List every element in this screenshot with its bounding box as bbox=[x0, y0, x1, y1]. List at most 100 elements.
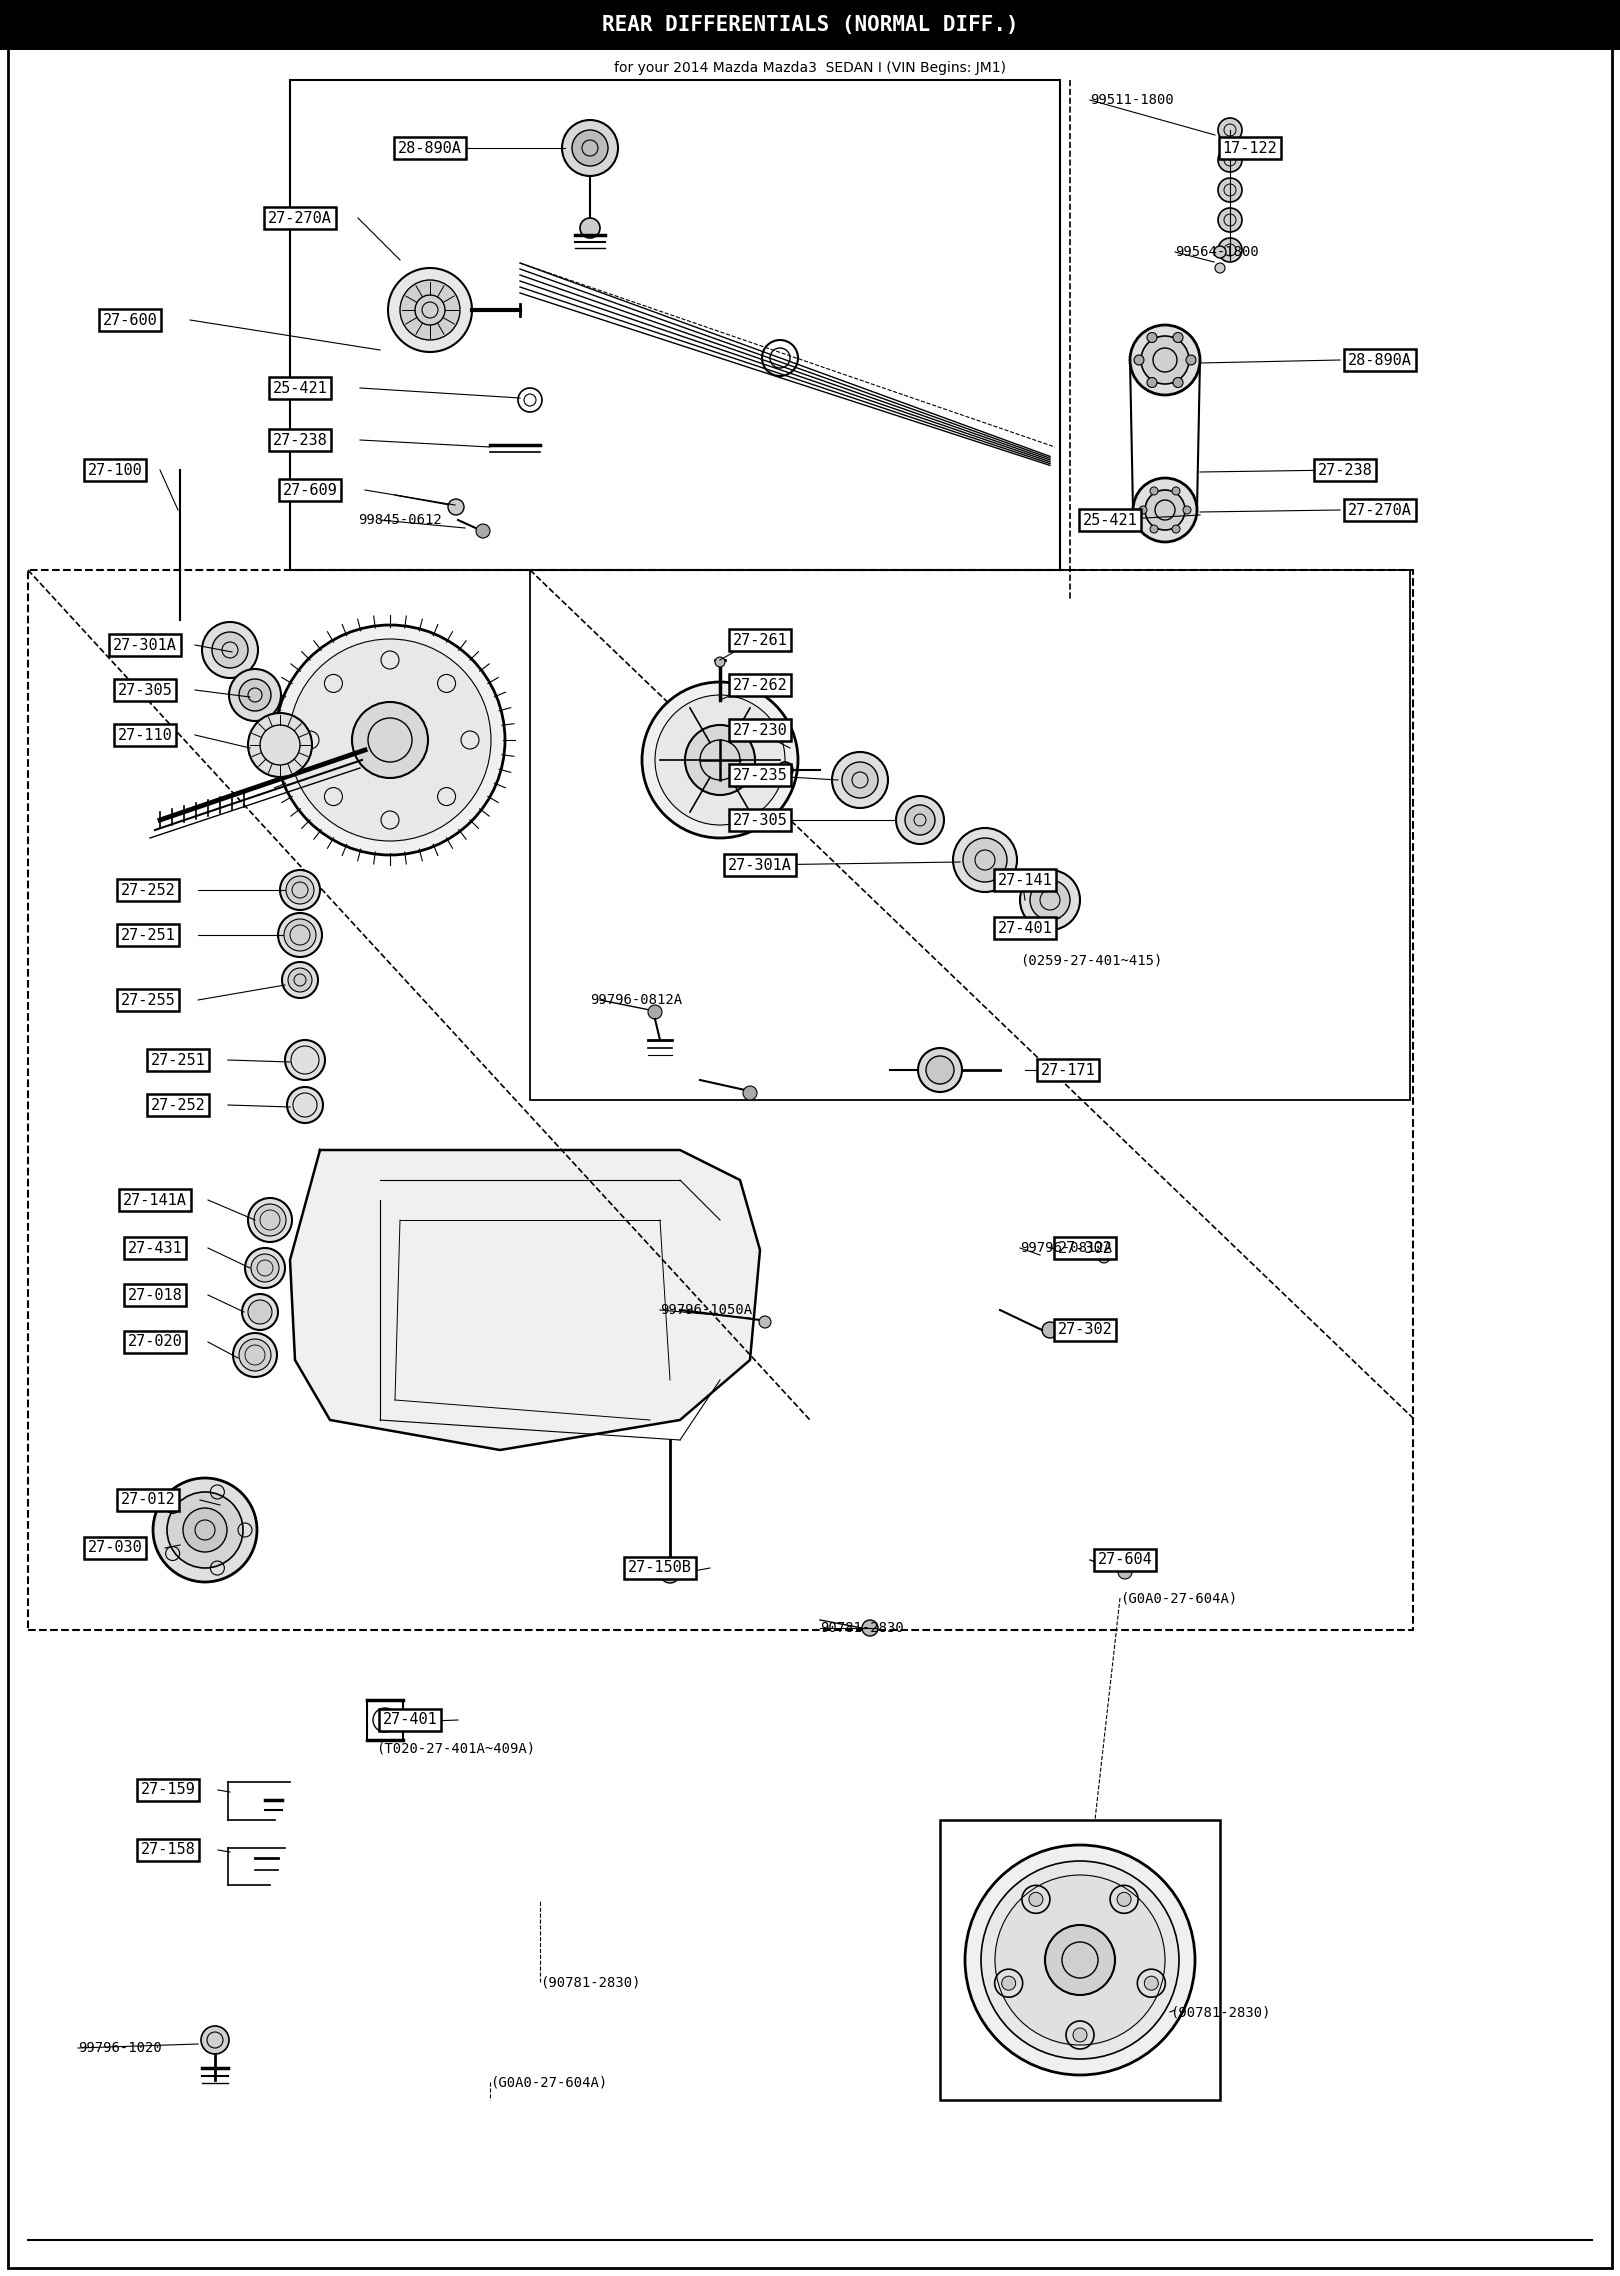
Circle shape bbox=[1147, 332, 1157, 341]
Circle shape bbox=[1150, 526, 1158, 533]
Circle shape bbox=[1213, 246, 1226, 257]
Circle shape bbox=[580, 218, 599, 239]
Circle shape bbox=[1139, 505, 1147, 514]
Text: 27-150B: 27-150B bbox=[629, 1561, 692, 1575]
Circle shape bbox=[400, 280, 460, 339]
Text: 17-122: 17-122 bbox=[1223, 141, 1278, 155]
Text: 27-171: 27-171 bbox=[1040, 1063, 1095, 1077]
Circle shape bbox=[254, 1204, 287, 1236]
Circle shape bbox=[248, 1300, 272, 1325]
Text: (90781-2830): (90781-2830) bbox=[1170, 2005, 1270, 2019]
Circle shape bbox=[1042, 1322, 1058, 1338]
Text: 27-401: 27-401 bbox=[998, 920, 1053, 935]
Circle shape bbox=[1173, 332, 1183, 341]
Circle shape bbox=[919, 1047, 962, 1092]
Circle shape bbox=[288, 640, 491, 842]
Circle shape bbox=[995, 1875, 1165, 2046]
Circle shape bbox=[562, 121, 617, 175]
Circle shape bbox=[228, 669, 280, 721]
Circle shape bbox=[1001, 1976, 1016, 1989]
Circle shape bbox=[1215, 264, 1225, 273]
Circle shape bbox=[1132, 478, 1197, 542]
Text: 27-018: 27-018 bbox=[128, 1288, 183, 1302]
Text: 99796-0812A: 99796-0812A bbox=[590, 992, 682, 1006]
Circle shape bbox=[449, 498, 463, 514]
Circle shape bbox=[572, 130, 608, 166]
Bar bbox=[290, 80, 1059, 569]
Text: 27-255: 27-255 bbox=[120, 992, 175, 1008]
Text: 27-030: 27-030 bbox=[87, 1541, 143, 1555]
Text: 99845-0612: 99845-0612 bbox=[358, 512, 442, 528]
Text: (G0A0-27-604A): (G0A0-27-604A) bbox=[1119, 1591, 1238, 1605]
Circle shape bbox=[659, 1564, 680, 1584]
Circle shape bbox=[833, 751, 888, 808]
Text: 27-252: 27-252 bbox=[151, 1097, 206, 1113]
Circle shape bbox=[1098, 1252, 1110, 1263]
Circle shape bbox=[240, 678, 271, 710]
Circle shape bbox=[906, 806, 935, 835]
Bar bbox=[28, 569, 1413, 1630]
Circle shape bbox=[953, 828, 1017, 892]
Text: 27-230: 27-230 bbox=[732, 721, 787, 737]
Text: 27-301A: 27-301A bbox=[113, 637, 177, 653]
Circle shape bbox=[279, 913, 322, 956]
Circle shape bbox=[962, 838, 1008, 883]
Circle shape bbox=[1171, 526, 1179, 533]
Circle shape bbox=[167, 1493, 243, 1568]
Text: 27-251: 27-251 bbox=[151, 1052, 206, 1067]
Text: 99796-1020: 99796-1020 bbox=[78, 2042, 162, 2055]
Circle shape bbox=[1218, 239, 1243, 262]
Text: 27-238: 27-238 bbox=[272, 432, 327, 448]
Text: 27-305: 27-305 bbox=[118, 683, 172, 696]
Circle shape bbox=[744, 1086, 757, 1099]
Text: 27-609: 27-609 bbox=[282, 483, 337, 498]
Circle shape bbox=[476, 523, 489, 537]
Circle shape bbox=[285, 1040, 326, 1081]
Text: 27-305: 27-305 bbox=[732, 813, 787, 828]
Circle shape bbox=[1021, 869, 1081, 931]
Text: 25-421: 25-421 bbox=[1082, 512, 1137, 528]
Text: 27-100: 27-100 bbox=[87, 462, 143, 478]
Text: 27-159: 27-159 bbox=[141, 1782, 196, 1798]
Circle shape bbox=[1173, 378, 1183, 387]
Text: 27-302: 27-302 bbox=[1058, 1322, 1113, 1338]
Circle shape bbox=[648, 1006, 663, 1020]
Circle shape bbox=[760, 1316, 771, 1327]
Circle shape bbox=[248, 1197, 292, 1243]
Text: 27-270A: 27-270A bbox=[1348, 503, 1413, 517]
Text: 27-235: 27-235 bbox=[732, 767, 787, 783]
Circle shape bbox=[284, 920, 316, 951]
Text: 27-158: 27-158 bbox=[141, 1844, 196, 1857]
Text: 27-238: 27-238 bbox=[1317, 462, 1372, 478]
Text: 99564-1800: 99564-1800 bbox=[1174, 246, 1259, 259]
Circle shape bbox=[927, 1056, 954, 1083]
Circle shape bbox=[212, 633, 248, 667]
Text: 99511-1800: 99511-1800 bbox=[1090, 93, 1174, 107]
Text: 28-890A: 28-890A bbox=[1348, 353, 1413, 366]
Circle shape bbox=[280, 869, 321, 910]
Circle shape bbox=[778, 762, 794, 778]
Circle shape bbox=[251, 1254, 279, 1281]
Circle shape bbox=[233, 1334, 277, 1377]
Circle shape bbox=[1144, 1976, 1158, 1989]
Circle shape bbox=[1218, 207, 1243, 232]
Text: (T020-27-401A~409A): (T020-27-401A~409A) bbox=[376, 1741, 535, 1755]
Circle shape bbox=[1218, 118, 1243, 141]
Circle shape bbox=[240, 1338, 271, 1370]
Circle shape bbox=[1134, 355, 1144, 364]
Text: 27-141A: 27-141A bbox=[123, 1193, 186, 1209]
Text: 99796-1050A: 99796-1050A bbox=[659, 1302, 752, 1318]
Text: (G0A0-27-604A): (G0A0-27-604A) bbox=[489, 2076, 608, 2089]
Text: REAR DIFFERENTIALS (NORMAL DIFF.): REAR DIFFERENTIALS (NORMAL DIFF.) bbox=[601, 16, 1019, 34]
Text: 28-890A: 28-890A bbox=[399, 141, 462, 155]
Text: 27-262: 27-262 bbox=[732, 678, 787, 692]
Circle shape bbox=[1171, 487, 1179, 494]
Circle shape bbox=[1072, 2028, 1087, 2042]
Circle shape bbox=[202, 621, 258, 678]
Circle shape bbox=[1131, 325, 1200, 396]
Circle shape bbox=[287, 1088, 322, 1122]
Text: 27-604: 27-604 bbox=[1098, 1552, 1152, 1568]
Circle shape bbox=[389, 269, 471, 353]
Circle shape bbox=[654, 694, 786, 824]
Text: 27-252: 27-252 bbox=[120, 883, 175, 897]
